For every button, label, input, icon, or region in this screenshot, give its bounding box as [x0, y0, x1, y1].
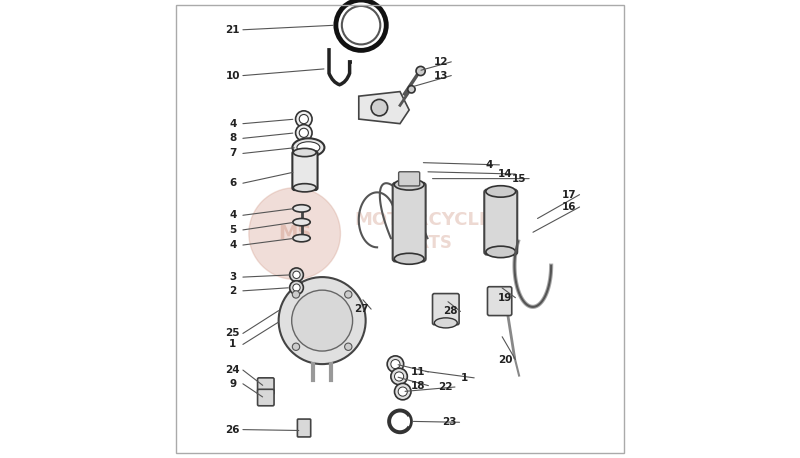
FancyBboxPatch shape [433, 294, 459, 325]
Ellipse shape [297, 142, 320, 153]
Ellipse shape [434, 318, 458, 328]
Circle shape [295, 111, 312, 127]
Text: 7: 7 [229, 148, 237, 158]
Ellipse shape [292, 138, 325, 157]
Circle shape [394, 383, 411, 400]
Text: 25: 25 [226, 328, 240, 338]
Ellipse shape [486, 186, 516, 197]
Text: 21: 21 [226, 25, 240, 35]
FancyBboxPatch shape [487, 287, 512, 316]
Text: 4: 4 [486, 160, 493, 170]
Text: 23: 23 [442, 417, 457, 427]
Circle shape [387, 356, 404, 372]
Ellipse shape [293, 205, 310, 212]
Circle shape [299, 128, 308, 137]
Circle shape [278, 277, 366, 364]
Circle shape [295, 125, 312, 141]
Circle shape [416, 66, 425, 76]
Text: 5: 5 [230, 225, 237, 235]
Circle shape [290, 281, 303, 294]
Ellipse shape [486, 246, 516, 257]
Text: 12: 12 [434, 57, 449, 67]
Text: 4: 4 [229, 119, 237, 129]
Circle shape [292, 291, 300, 298]
Text: 3: 3 [230, 272, 237, 282]
Text: 4: 4 [229, 240, 237, 250]
FancyBboxPatch shape [298, 419, 310, 437]
Text: 6: 6 [230, 178, 237, 188]
FancyBboxPatch shape [398, 172, 420, 186]
Circle shape [345, 291, 352, 298]
Text: 18: 18 [411, 381, 426, 391]
Text: 28: 28 [443, 306, 458, 316]
Text: 8: 8 [230, 133, 237, 143]
Circle shape [292, 290, 353, 351]
FancyBboxPatch shape [484, 190, 518, 255]
Circle shape [342, 6, 380, 44]
Text: 20: 20 [498, 354, 513, 365]
Text: 10: 10 [226, 71, 240, 81]
Text: 13: 13 [434, 71, 449, 81]
Text: 26: 26 [226, 425, 240, 435]
Ellipse shape [294, 184, 316, 192]
FancyBboxPatch shape [393, 183, 426, 262]
Text: 19: 19 [498, 293, 513, 303]
Circle shape [394, 372, 404, 381]
Text: 11: 11 [411, 367, 426, 377]
Text: 4: 4 [229, 210, 237, 220]
Text: 1: 1 [461, 373, 468, 383]
Ellipse shape [293, 234, 310, 242]
Circle shape [299, 114, 308, 124]
Ellipse shape [394, 179, 424, 190]
Ellipse shape [293, 218, 310, 226]
Circle shape [391, 360, 400, 369]
Ellipse shape [394, 253, 424, 264]
Text: 15: 15 [512, 174, 526, 184]
Text: 17: 17 [562, 190, 577, 200]
Circle shape [293, 271, 300, 278]
Text: MOTORCYCLE: MOTORCYCLE [354, 211, 491, 229]
Circle shape [391, 368, 407, 385]
Text: MS: MS [278, 224, 311, 243]
FancyBboxPatch shape [258, 378, 274, 394]
Circle shape [398, 387, 407, 396]
FancyBboxPatch shape [258, 389, 274, 406]
Circle shape [336, 0, 386, 50]
Polygon shape [358, 92, 409, 124]
Circle shape [408, 86, 415, 93]
Circle shape [293, 284, 300, 291]
Circle shape [292, 343, 300, 350]
Ellipse shape [294, 148, 316, 157]
Circle shape [345, 343, 352, 350]
Text: 9: 9 [230, 379, 236, 389]
Circle shape [371, 99, 388, 116]
Text: 24: 24 [226, 365, 240, 375]
Circle shape [249, 188, 341, 279]
Text: 22: 22 [438, 382, 452, 392]
Text: 16: 16 [562, 202, 577, 212]
Text: 1: 1 [230, 339, 237, 349]
Text: 2: 2 [230, 286, 237, 296]
Text: 14: 14 [498, 169, 513, 179]
FancyBboxPatch shape [292, 151, 318, 190]
Text: PARTS: PARTS [394, 234, 452, 252]
Text: 27: 27 [354, 304, 368, 314]
Circle shape [290, 268, 303, 282]
